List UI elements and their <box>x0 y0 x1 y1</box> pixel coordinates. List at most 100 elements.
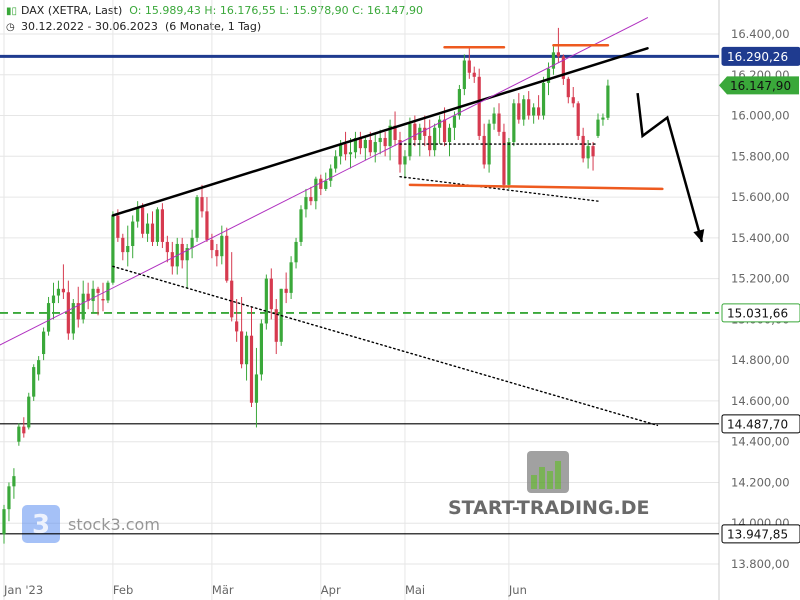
candle-body <box>106 282 110 301</box>
instrument-title: DAX (XETRA, Last) <box>21 4 123 17</box>
x-tick-label: Jan '23 <box>3 583 43 597</box>
candle-body <box>314 178 318 202</box>
price-badge <box>721 414 800 434</box>
candle-body <box>408 123 412 157</box>
candles <box>2 27 610 544</box>
candle-body <box>131 221 135 246</box>
candle-body <box>170 252 174 267</box>
magenta-trendline <box>0 17 648 346</box>
date-range: 30.12.2022 - 30.06.2023 <box>21 20 158 33</box>
watermarks: 3 stock3.com START-TRADING.DE <box>22 451 650 543</box>
candle-body <box>220 235 224 257</box>
stock3-logo-glyph: 3 <box>32 510 50 540</box>
upper-trendline <box>111 47 649 217</box>
price-badge-label: 15.031,66 <box>727 306 788 320</box>
candle-body <box>205 211 209 240</box>
candle-body <box>141 207 145 234</box>
candle-body <box>537 107 541 116</box>
horizontal-levels <box>0 54 719 535</box>
x-axis: Jan '23 Feb Mär Apr Mai Jun <box>3 583 527 597</box>
candle-body <box>32 367 36 397</box>
candle-body <box>398 140 402 165</box>
candle-body <box>566 78 570 98</box>
candle-body <box>546 68 551 83</box>
candle-body <box>586 146 590 159</box>
candle-body <box>339 144 343 157</box>
y-tick-label: 14.200,00 <box>731 475 790 489</box>
price-badge-label: 13.947,85 <box>727 527 788 541</box>
y-tick-label: 14.400,00 <box>731 435 790 449</box>
support-zone-line <box>408 183 664 191</box>
y-tick-label: 14.800,00 <box>731 353 790 367</box>
x-tick-label: Mai <box>405 583 425 597</box>
candle-body <box>12 476 16 487</box>
flag-lower-line <box>399 176 599 202</box>
candle-body <box>165 241 169 253</box>
candle-body <box>324 180 328 189</box>
candle-body <box>373 142 377 153</box>
candle-body <box>438 119 442 128</box>
candle-body <box>532 107 536 116</box>
candle-body <box>462 60 466 90</box>
clock-icon: ◷ <box>6 22 15 33</box>
x-tick-label: Mär <box>212 583 234 597</box>
candle-body <box>551 52 556 69</box>
last-price-badge <box>719 76 799 95</box>
candle-body <box>299 209 303 242</box>
candle-body <box>56 288 61 296</box>
candle-body <box>46 303 51 332</box>
candle-body <box>121 237 125 253</box>
candle-body <box>101 299 105 301</box>
chart-period: ◷ 30.12.2022 - 30.06.2023 (6 Monate, 1 Ta… <box>6 20 261 33</box>
chart-header: ▮▯ DAX (XETRA, Last) O: 15.989,43 H: 16.1… <box>6 4 423 17</box>
candle-body <box>254 374 259 403</box>
candle-body <box>42 331 46 355</box>
candle-body <box>155 209 160 242</box>
y-tick-label: 16.400,00 <box>731 27 790 41</box>
lower-trendline <box>112 265 659 427</box>
candle-body <box>150 223 155 242</box>
candle-body <box>185 248 189 261</box>
projection-arrowhead <box>693 229 705 242</box>
candle-body <box>81 293 85 320</box>
candle-body <box>51 295 56 304</box>
candle-body <box>240 331 244 365</box>
candle-body <box>269 278 273 310</box>
candle-body <box>541 82 546 116</box>
candle-body <box>284 288 288 293</box>
candle-body <box>244 335 249 365</box>
start-trading-watermark: START-TRADING.DE <box>448 497 650 519</box>
y-tick-label: 13.800,00 <box>731 557 790 571</box>
candle-body <box>581 135 585 159</box>
y-tick-label: 15.600,00 <box>731 190 790 204</box>
y-tick-label: 16.000,00 <box>731 109 790 123</box>
candle-body <box>160 209 164 242</box>
candle-body <box>502 131 506 185</box>
candle-body <box>22 426 26 434</box>
candle-body <box>388 125 392 147</box>
candle-body <box>348 152 353 155</box>
candle-body <box>66 292 70 334</box>
stock3-watermark: stock3.com <box>68 515 160 534</box>
candle-body <box>517 103 521 120</box>
candle-body <box>442 119 447 143</box>
candle-body <box>343 144 348 155</box>
candle-body <box>596 119 600 136</box>
candle-body <box>190 237 194 249</box>
candle-body <box>423 127 427 136</box>
candle-body <box>457 89 461 116</box>
candle-body <box>304 197 308 210</box>
candle-body <box>556 52 560 57</box>
candle-body <box>274 309 278 342</box>
candle-body <box>512 103 516 143</box>
candle-body <box>591 146 595 157</box>
candle-body <box>363 140 367 149</box>
candle-body <box>413 123 417 140</box>
candle-body <box>116 215 120 238</box>
price-badge <box>721 46 800 66</box>
candle-body <box>17 426 21 442</box>
candle-body <box>249 335 254 403</box>
candle-body <box>230 280 234 318</box>
candle-body <box>467 60 471 73</box>
